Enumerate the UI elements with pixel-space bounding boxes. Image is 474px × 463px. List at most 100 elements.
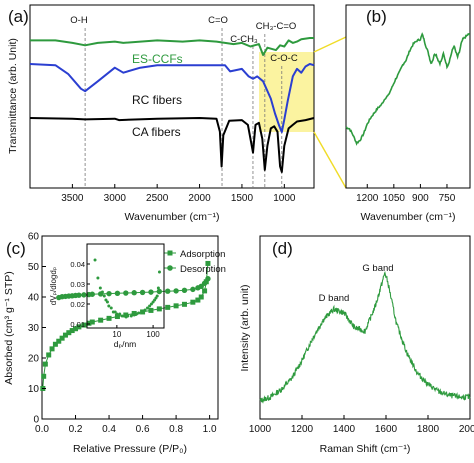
panel-a-xtick-label: 1000 <box>273 193 296 204</box>
inset-ytick-label: 0.02 <box>70 300 85 309</box>
series-line-rc-fibers <box>29 63 315 133</box>
panel-b: 1200 1050 900 750 (b) Wavenumber (cm⁻¹) <box>345 4 471 223</box>
panel-c-xtick-label: 1.0 <box>203 424 217 435</box>
raman-spectrum-line <box>259 270 471 404</box>
inset-ytick-label: 0.04 <box>70 260 85 269</box>
desorption-point <box>56 294 62 301</box>
inset-point <box>100 290 104 294</box>
desorption-point <box>139 289 146 296</box>
inset-xlabel: dₚ/nm <box>114 339 137 349</box>
adsorption-point <box>69 328 75 334</box>
panel-c-ytick-label: 30 <box>28 323 40 334</box>
inset-point <box>140 310 144 314</box>
desorption-point <box>190 286 196 293</box>
adsorption-point <box>106 315 112 321</box>
inset-point <box>132 313 136 317</box>
adsorption-point <box>81 322 87 328</box>
adsorption-point <box>195 297 201 303</box>
panel-a: 3500 3000 2500 2000 1500 1000 (a) Transmittan… <box>7 4 315 223</box>
annotation-d-band: D band <box>319 293 350 304</box>
desorption-point <box>195 285 201 291</box>
panel-d-xtick-label: 1800 <box>417 424 440 435</box>
inset-point <box>93 258 97 262</box>
series-line-ca-fibers <box>29 117 315 173</box>
panel-a-ylabel: Transmittance (arb. Unit) <box>7 38 19 154</box>
inset-point <box>118 312 122 316</box>
inset-point <box>148 304 152 308</box>
annotation-oh: O-H <box>70 15 88 26</box>
zoom-connector-bottom <box>313 131 347 189</box>
inset-point <box>137 311 141 315</box>
series-line-es-ccfs-zoom <box>345 32 470 146</box>
adsorption-point <box>73 326 79 332</box>
panel-c-xtick-label: 0.0 <box>35 424 49 435</box>
desorption-point <box>165 288 171 294</box>
inset-ylabel: dVₚ/dlogdₚ <box>49 267 58 305</box>
adsorption-point <box>89 319 95 325</box>
inset-ytick-label: 0.01 <box>70 320 85 329</box>
panel-c-xlabel: Relative Pressure (P/P₀) <box>73 443 187 455</box>
inset-point <box>120 314 124 318</box>
series-label-ca-fibers: CA fibers <box>132 125 181 139</box>
desorption-point <box>205 276 211 282</box>
inset-point <box>102 294 106 298</box>
adsorption-point <box>49 346 55 352</box>
panel-c-inset: 10 100 0.01 0.02 0.03 0.04 dVₚ/dlogdₚ dₚ/nm <box>49 243 165 349</box>
panel-c-xtick-label: 0.4 <box>102 424 116 435</box>
inset-point <box>113 310 117 314</box>
adsorption-point <box>76 324 82 330</box>
adsorption-point <box>156 306 162 312</box>
panel-b-xtick-label: 900 <box>412 193 429 204</box>
zoom-connector-top <box>313 36 347 53</box>
panel-d-xlabel: Raman Shift (cm⁻¹) <box>320 443 411 455</box>
adsorption-point <box>41 373 47 379</box>
legend-desorption-marker <box>167 265 173 271</box>
panel-a-xlabel: Wavenumber (cm⁻¹) <box>125 211 220 223</box>
annotation-c-ch3: C-CH₃ <box>230 34 258 45</box>
legend-desorption-label: Desorption <box>180 264 226 275</box>
legend-adsorption-marker <box>167 250 173 256</box>
panel-c-legend: Adsorption Desorption <box>164 249 226 275</box>
panel-c-ytick-label: 40 <box>28 293 40 304</box>
inset-point <box>126 314 130 318</box>
desorption-point <box>181 287 188 293</box>
panel-c-ytick-label: 10 <box>28 384 40 395</box>
adsorption-point <box>52 341 58 347</box>
panel-c-xtick-label: 0.8 <box>169 424 183 435</box>
desorption-point <box>131 290 137 296</box>
adsorption-line <box>42 263 209 389</box>
panel-b-label: (b) <box>366 7 387 26</box>
inset-frame <box>86 243 165 329</box>
panel-a-xtick-label: 3000 <box>104 193 127 204</box>
series-label-rc-fibers: RC fibers <box>132 93 182 107</box>
adsorption-point <box>181 301 187 307</box>
adsorption-point <box>46 352 52 358</box>
inset-point <box>157 270 161 274</box>
panel-b-xlabel: Wavenumber (cm⁻¹) <box>361 211 456 223</box>
panel-a-label: (a) <box>8 7 29 26</box>
panel-a-xtick-label: 1500 <box>231 193 254 204</box>
desorption-point <box>86 291 92 298</box>
panel-c-label: (c) <box>6 239 26 258</box>
panel-d-xtick-label: 1600 <box>375 424 398 435</box>
inset-point <box>105 300 109 304</box>
inset-xtick-label: 10 <box>112 330 121 339</box>
annotation-co: C=O <box>208 15 228 26</box>
panel-d-ylabel: Intensity (arb. unit) <box>239 285 251 372</box>
panel-c-ytick-label: 20 <box>28 354 40 365</box>
adsorption-point <box>190 299 196 305</box>
adsorption-point <box>173 303 179 309</box>
inset-point <box>98 286 102 290</box>
adsorption-point <box>56 338 62 344</box>
inset-point <box>107 304 111 308</box>
panel-d-xtick-label: 1000 <box>249 424 272 435</box>
adsorption-point <box>59 335 65 341</box>
panel-c-xtick-label: 0.2 <box>69 424 83 435</box>
panel-c-ytick-label: 0 <box>33 415 39 426</box>
panel-a-frame <box>29 4 315 189</box>
adsorption-point <box>148 307 154 313</box>
panel-b-xtick-label: 1200 <box>356 193 379 204</box>
adsorption-point <box>86 320 92 326</box>
panel-b-xtick-label: 750 <box>439 193 456 204</box>
adsorption-point <box>198 294 204 300</box>
